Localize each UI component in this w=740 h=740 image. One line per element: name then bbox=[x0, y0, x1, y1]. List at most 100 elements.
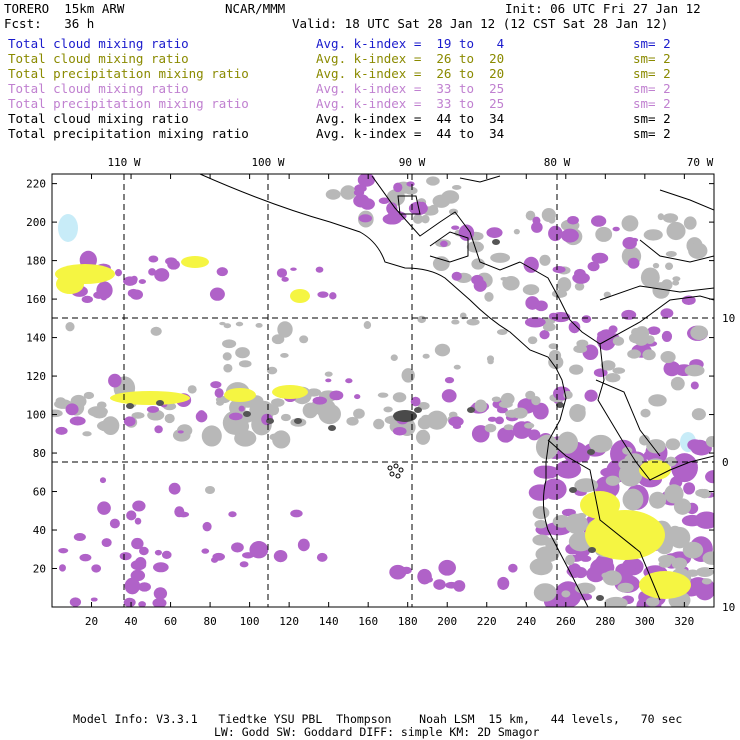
grey-cell bbox=[422, 353, 430, 359]
center-label: NCAR/MMM bbox=[225, 1, 286, 16]
cloud-fields bbox=[52, 174, 714, 607]
lat-lon-grid bbox=[52, 174, 714, 607]
grey-cell bbox=[658, 554, 677, 565]
x-tick-label: 60 bbox=[164, 615, 177, 628]
dark-core bbox=[467, 407, 475, 413]
purple-cell bbox=[661, 330, 673, 343]
x-tick-label: 40 bbox=[124, 615, 137, 628]
grey-cell bbox=[131, 412, 145, 419]
grey-cell bbox=[665, 456, 677, 467]
legend-kindex: Avg. k-index = 33 to 25 bbox=[316, 81, 505, 96]
purple-cell bbox=[249, 541, 269, 559]
grey-cell bbox=[52, 409, 63, 418]
purple-cell bbox=[392, 426, 407, 436]
purple-cell bbox=[153, 587, 168, 600]
purple-cell bbox=[451, 271, 462, 281]
coastline bbox=[519, 261, 714, 345]
x-tick-label: 140 bbox=[319, 615, 339, 628]
grey-cell bbox=[551, 289, 568, 298]
purple-cell bbox=[433, 579, 446, 590]
grey-cell bbox=[222, 352, 232, 361]
coastline bbox=[547, 439, 661, 601]
purple-cell bbox=[96, 281, 113, 300]
grey-cell bbox=[340, 185, 357, 200]
purple-cell bbox=[660, 308, 674, 319]
grey-cell bbox=[668, 526, 691, 549]
purple-cell bbox=[79, 553, 92, 562]
purple-cell bbox=[690, 381, 699, 390]
grey-cell bbox=[476, 263, 485, 268]
grey-cell bbox=[415, 429, 431, 445]
grey-cell bbox=[565, 554, 575, 566]
grey-cell bbox=[617, 582, 634, 593]
purple-cell bbox=[681, 514, 703, 527]
purple-cell bbox=[497, 427, 515, 443]
grey-cell bbox=[542, 322, 556, 332]
grey-cell bbox=[605, 475, 621, 486]
grey-cell bbox=[223, 323, 232, 329]
grey-cell bbox=[665, 438, 681, 451]
grey-cell bbox=[474, 399, 487, 413]
purple-cell bbox=[210, 381, 222, 389]
grey-cell bbox=[657, 213, 665, 221]
grey-cell bbox=[670, 376, 685, 391]
purple-cell bbox=[581, 315, 592, 323]
purple-cell bbox=[523, 256, 539, 273]
purple-cell bbox=[532, 402, 549, 420]
purple-cell bbox=[216, 267, 228, 277]
galapagos-island bbox=[395, 473, 401, 479]
purple-cell bbox=[148, 255, 159, 263]
grey-cell bbox=[346, 416, 359, 426]
grey-cell bbox=[527, 336, 538, 345]
purple-cell bbox=[542, 478, 567, 500]
purple-cell bbox=[290, 509, 303, 518]
grey-cell bbox=[266, 366, 278, 375]
grey-cell bbox=[535, 546, 560, 563]
grey-cell bbox=[451, 185, 462, 190]
purple-cell bbox=[134, 517, 142, 525]
purple-cell bbox=[568, 321, 581, 334]
purple-cell bbox=[131, 537, 144, 550]
yellow-cell bbox=[580, 491, 620, 519]
grey-cell bbox=[536, 568, 548, 575]
purple-cell bbox=[591, 215, 607, 227]
purple-cell bbox=[123, 276, 138, 286]
purple-cell bbox=[108, 373, 122, 388]
purple-cell bbox=[487, 416, 497, 422]
y-tick-label: 60 bbox=[33, 486, 46, 499]
grey-cell bbox=[601, 572, 611, 579]
grey-cell bbox=[271, 334, 285, 345]
grey-cell bbox=[205, 486, 215, 494]
grey-cell bbox=[176, 424, 193, 437]
grey-cell bbox=[573, 344, 588, 354]
galapagos-island bbox=[389, 471, 395, 477]
grey-cell bbox=[426, 176, 440, 186]
light-blue-patch bbox=[58, 214, 78, 242]
purple-cell bbox=[138, 582, 151, 592]
purple-cell bbox=[548, 225, 563, 242]
x-tick-label: 180 bbox=[398, 615, 418, 628]
purple-cell bbox=[593, 368, 608, 378]
x-tick-label: 20 bbox=[85, 615, 98, 628]
purple-cell bbox=[161, 550, 172, 559]
grey-cell bbox=[702, 551, 714, 565]
galapagos-island bbox=[393, 463, 399, 469]
coastline bbox=[397, 195, 421, 215]
purple-cell bbox=[231, 542, 244, 553]
grey-cell bbox=[441, 190, 460, 204]
grey-cell bbox=[690, 325, 709, 341]
grey-cell bbox=[548, 355, 564, 370]
axis-ticks bbox=[52, 174, 714, 607]
grey-cell bbox=[604, 596, 628, 607]
grey-cell bbox=[662, 213, 679, 223]
purple-cell bbox=[441, 389, 457, 403]
footer-line-1: Model Info: V3.3.1 Tiedtke YSU PBL Thomp… bbox=[73, 712, 683, 726]
grey-cell bbox=[484, 423, 497, 433]
purple-cell bbox=[580, 555, 592, 562]
grey-cell bbox=[668, 485, 677, 491]
x-tick-label: 320 bbox=[674, 615, 694, 628]
grey-cell bbox=[513, 228, 520, 235]
grey-cell bbox=[665, 262, 674, 271]
grey-cell bbox=[216, 399, 225, 406]
purple-cell bbox=[438, 559, 456, 576]
